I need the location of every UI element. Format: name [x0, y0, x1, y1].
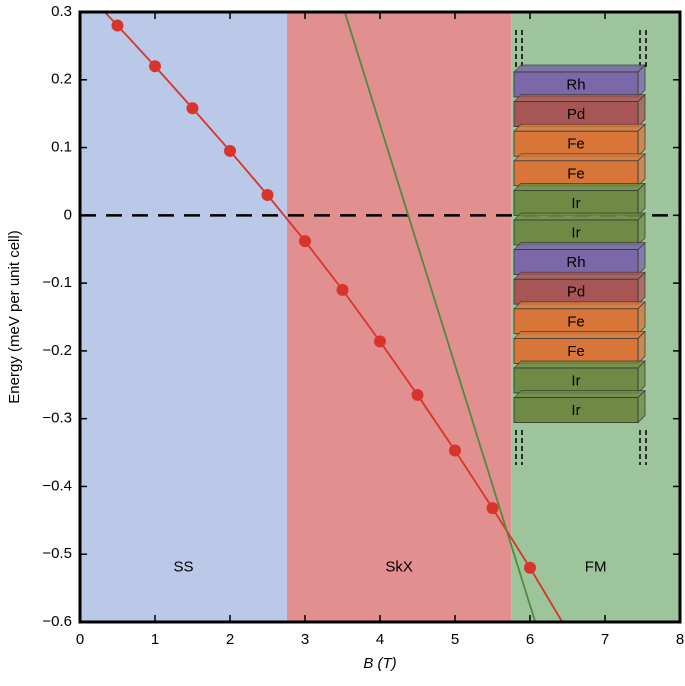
layer [513, 249, 639, 276]
layer-top [513, 183, 646, 191]
data-point [149, 60, 161, 73]
layer-label: Pd [567, 284, 585, 301]
y-tick-label: −0.2 [42, 342, 72, 359]
layer [513, 308, 639, 335]
layer [513, 189, 639, 216]
layer-label: Pd [567, 106, 585, 123]
x-axis-label: B (T) [363, 655, 396, 672]
layer-top [513, 331, 646, 339]
layer [513, 278, 639, 305]
x-tick-label: 7 [601, 631, 609, 648]
y-tick-label: −0.6 [42, 613, 72, 630]
data-point [411, 388, 424, 401]
inset-guide [515, 30, 647, 465]
region-label: SkX [385, 559, 413, 576]
x-tick-label: 0 [76, 631, 84, 648]
x-tick-label: 5 [451, 631, 459, 648]
layer [513, 367, 639, 394]
layer-label: Fe [567, 313, 585, 330]
y-tick-label: 0 [64, 206, 72, 223]
layer-top [513, 94, 646, 102]
layer [513, 130, 639, 157]
x-tick-label: 3 [301, 631, 309, 648]
y-tick-label: −0.5 [42, 545, 72, 562]
y-axis-label: Energy (meV per unit cell) [6, 230, 23, 403]
layer-top [513, 242, 646, 250]
y-tick-label: −0.3 [42, 410, 72, 427]
layer [513, 397, 639, 424]
layer-label: Rh [566, 254, 585, 271]
x-tick-label: 2 [226, 631, 234, 648]
x-tick-label: 8 [676, 631, 684, 648]
region [287, 12, 512, 622]
data-point [336, 283, 349, 296]
layer-label: Fe [567, 165, 585, 182]
data-point [486, 502, 499, 515]
layer-top [513, 153, 646, 162]
data-point [449, 444, 461, 457]
data-point [524, 561, 536, 574]
data-point [224, 144, 236, 157]
layer-label: Fe [567, 136, 585, 153]
layer-top [513, 390, 646, 398]
plot [104, 12, 564, 622]
layer [513, 160, 639, 187]
y-tick-label: −0.4 [42, 477, 72, 494]
layer-top [513, 301, 646, 310]
data-point [186, 102, 199, 115]
x-tick-label: 4 [376, 631, 384, 648]
layer-label: Ir [571, 195, 580, 212]
data-point [374, 335, 386, 348]
layer-label: Ir [571, 224, 580, 241]
layer-label: Rh [566, 76, 585, 93]
region-label: FM [585, 559, 607, 576]
layer [513, 71, 639, 98]
x-tick-label: 1 [151, 631, 159, 648]
layer-label: Fe [567, 343, 585, 360]
y-tick-label: 0.3 [51, 3, 72, 20]
region [80, 12, 287, 622]
layer-top [513, 64, 646, 73]
y-tick-label: −0.1 [42, 274, 72, 291]
region-label: SS [173, 559, 193, 576]
x-tick-label: 6 [526, 631, 534, 648]
layer-top [513, 123, 646, 132]
layer-label: Ir [571, 402, 580, 419]
layer [513, 337, 639, 364]
y-tick-label: 0.1 [51, 139, 72, 156]
plot-frame [78, 10, 682, 624]
layer-top [513, 360, 646, 369]
series-line [343, 12, 537, 622]
data-point [299, 235, 311, 248]
layer-top [513, 271, 646, 280]
data-point [111, 19, 124, 32]
layer-top [513, 212, 646, 221]
layer-label: Ir [571, 372, 580, 389]
layer [513, 219, 639, 246]
y-tick-label: 0.2 [51, 71, 72, 88]
data-point [261, 189, 274, 201]
series-line [104, 12, 564, 622]
